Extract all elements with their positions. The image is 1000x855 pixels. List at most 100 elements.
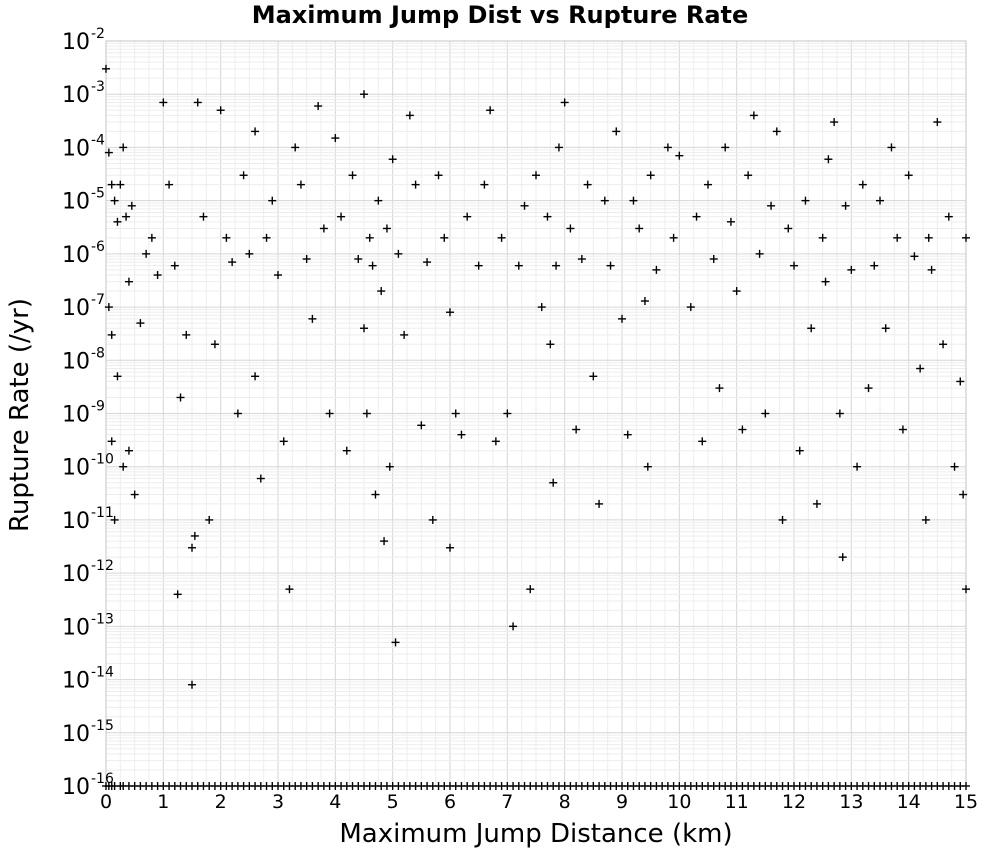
data-point: [457, 430, 466, 439]
y-tick-exponent: -12: [91, 558, 114, 574]
y-tick-label: 10: [62, 243, 90, 268]
data-point: [726, 217, 735, 226]
data-point: [790, 261, 798, 270]
data-point: [136, 319, 145, 328]
data-point: [801, 196, 810, 205]
data-point: [446, 543, 454, 552]
data-point: [119, 143, 128, 152]
data-point: [411, 180, 420, 189]
y-tick-exponent: -8: [91, 345, 105, 361]
data-point: [910, 252, 919, 261]
data-point: [709, 255, 718, 264]
chart-title: Maximum Jump Dist vs Rupture Rate: [252, 1, 749, 29]
data-point: [417, 421, 426, 430]
data-point: [552, 261, 561, 270]
data-point: [296, 180, 305, 189]
data-point: [210, 340, 219, 349]
data-point: [749, 111, 758, 120]
data-point: [104, 303, 113, 312]
x-axis-ticks: 0 1 2 3 4 5 6 7 8 9 10 11 12 13 14 15: [100, 791, 978, 813]
data-point: [193, 98, 202, 107]
data-point: [595, 499, 604, 508]
data-point: [835, 409, 844, 418]
data-point: [838, 553, 847, 562]
data-point: [251, 127, 260, 136]
data-point: [532, 171, 540, 180]
y-tick-exponent: -3: [91, 79, 105, 95]
y-tick-label: 10: [62, 722, 90, 747]
data-point: [113, 217, 122, 226]
y-tick-label: 10: [62, 349, 90, 374]
data-point: [732, 287, 741, 296]
baseline-point: [962, 782, 970, 790]
data-point: [380, 537, 389, 546]
data-point: [704, 180, 712, 189]
data-point: [337, 212, 346, 221]
data-point: [446, 308, 454, 317]
data-point: [841, 201, 850, 210]
data-point: [480, 180, 489, 189]
data-point: [256, 474, 265, 483]
data-point: [371, 490, 380, 499]
data-point: [107, 180, 116, 189]
data-point: [153, 271, 162, 280]
y-tick-label: 10: [62, 669, 90, 694]
data-point: [589, 372, 598, 381]
x-tick-label: 15: [954, 791, 978, 813]
x-tick-label: 12: [782, 791, 806, 813]
data-point: [491, 437, 500, 446]
data-point: [107, 437, 116, 446]
y-tick-label: 10: [62, 296, 90, 321]
data-point: [170, 261, 179, 270]
data-point: [285, 585, 294, 594]
data-point: [904, 171, 913, 180]
data-point: [388, 155, 397, 164]
data-point: [675, 151, 684, 160]
data-point: [715, 384, 724, 393]
data-point: [898, 425, 907, 434]
data-point: [279, 437, 288, 446]
data-point: [526, 585, 535, 594]
grid: [105, 40, 967, 787]
data-point: [818, 233, 827, 242]
data-point: [188, 543, 196, 552]
data-point: [342, 446, 351, 455]
data-point: [824, 155, 833, 164]
y-tick-exponent: -15: [91, 718, 114, 734]
data-point: [761, 409, 770, 418]
data-point: [566, 224, 575, 233]
data-point: [434, 171, 443, 180]
data-point: [110, 515, 119, 524]
data-point: [560, 98, 569, 107]
data-point: [360, 90, 368, 99]
data-point: [698, 437, 707, 446]
data-point: [274, 271, 282, 280]
data-point: [239, 171, 248, 180]
data-point: [956, 377, 965, 386]
y-tick-label: 10: [62, 403, 90, 428]
data-point: [173, 590, 182, 599]
data-point: [646, 171, 655, 180]
data-point: [864, 384, 873, 393]
data-point: [652, 265, 661, 274]
y-tick-exponent: -13: [91, 611, 114, 627]
y-tick-exponent: -6: [91, 239, 105, 255]
data-point: [583, 180, 592, 189]
data-point: [629, 196, 638, 205]
data-point: [228, 258, 237, 267]
data-point: [107, 330, 116, 339]
y-tick-exponent: -7: [91, 292, 105, 308]
x-tick-label: 10: [667, 791, 691, 813]
x-tick-label: 0: [100, 791, 112, 813]
data-point: [222, 233, 231, 242]
data-point: [772, 127, 781, 136]
data-point: [933, 118, 942, 127]
data-point: [428, 515, 437, 524]
data-point: [807, 324, 816, 333]
data-point: [821, 277, 830, 286]
y-tick-label: 10: [62, 83, 90, 108]
y-tick-label: 10: [62, 775, 90, 800]
data-point: [319, 224, 328, 233]
data-point: [102, 64, 110, 73]
